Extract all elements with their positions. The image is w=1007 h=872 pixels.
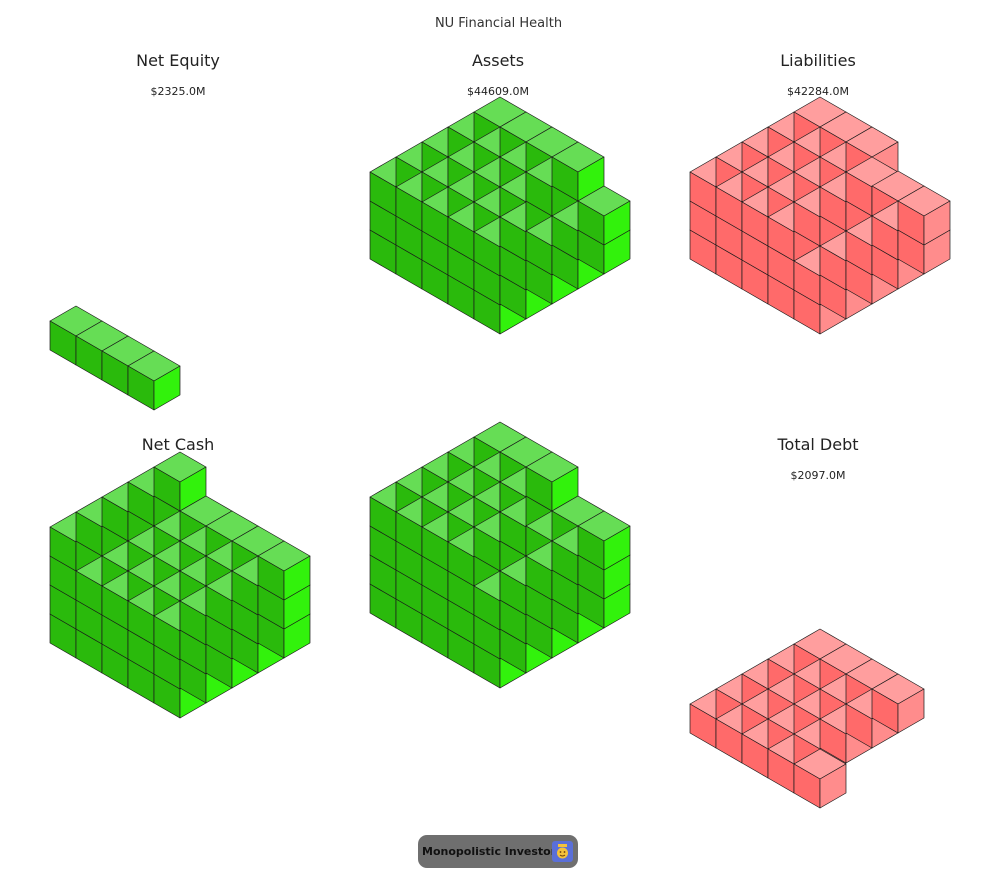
panel-net-cash: Net Cash $7164.0M [18,414,338,798]
chart-title: Assets [471,51,525,70]
cube [897,185,951,246]
cube [577,510,631,571]
chart-value: $42284.0M [787,85,849,98]
panel-cash: Cash $9261.0M [338,414,658,798]
badge-label: Monopolistic Investor [422,845,557,858]
cube [257,540,311,601]
cube-stack-cash [369,421,631,689]
chart-title: Liabilities [780,51,856,70]
cube-stack-net-equity [49,305,181,411]
cube [127,350,181,411]
chart-title: Net Cash [141,435,215,454]
chart-value: $2097.0M [790,469,846,482]
cube-stack-assets [369,96,631,335]
cube [871,673,925,734]
panel-assets: Assets $44609.0M [338,30,658,414]
cube-stack-net-cash [49,451,311,719]
cube-stack-liabilities [689,96,951,335]
chart-value: $2325.0M [150,85,206,98]
cube [577,185,631,246]
chart-title: Total Debt [777,435,859,454]
chart-value: $44609.0M [467,85,529,98]
investor-face-icon [552,841,573,862]
cube [153,451,207,512]
cube [551,141,605,202]
cube [525,451,579,512]
panel-liabilities: Liabilities $42284.0M [658,30,978,414]
chart-title: Net Equity [136,51,220,70]
panel-net-equity: Net Equity $2325.0M [18,30,338,414]
page-title: NU Financial Health [434,16,563,31]
monopolistic-investor-badge[interactable]: Monopolistic Investor [418,835,578,868]
cube-stack-total-debt [689,628,925,809]
cube [793,748,847,809]
panel-total-debt: Total Debt $2097.0M [658,414,978,809]
